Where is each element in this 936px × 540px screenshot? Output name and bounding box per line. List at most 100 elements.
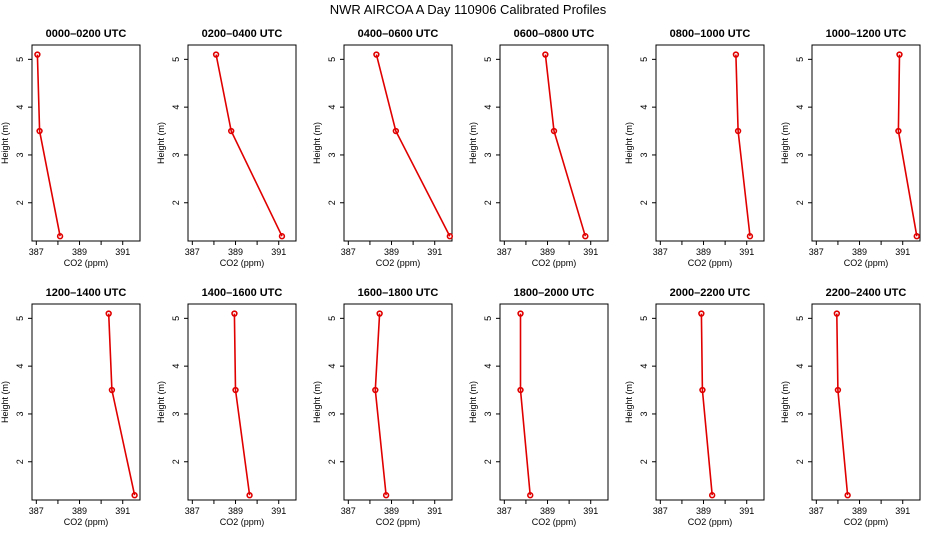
y-tick-label: 4 xyxy=(483,105,493,110)
figure-title: NWR AIRCOA A Day 110906 Calibrated Profi… xyxy=(330,2,607,17)
data-point xyxy=(844,492,851,499)
plot-frame xyxy=(811,44,921,242)
data-point xyxy=(834,386,842,394)
y-tick-label: 2 xyxy=(795,200,805,205)
y-tick-label: 5 xyxy=(171,316,181,321)
x-tick-label: 389 xyxy=(540,506,555,516)
y-tick-label: 3 xyxy=(171,411,181,416)
x-tick-label: 391 xyxy=(115,247,130,257)
y-tick-label: 2 xyxy=(171,459,181,464)
panel-title: 1800–2000 UTC xyxy=(514,287,595,299)
plot-frame xyxy=(499,303,609,501)
data-point xyxy=(527,492,534,499)
y-tick-label: 2 xyxy=(15,459,25,464)
x-axis-label: CO2 (ppm) xyxy=(64,517,109,527)
x-axis-label: CO2 (ppm) xyxy=(220,258,265,268)
profile-panel: 2000–2200 UTC 387 389 391 CO2 (ppm) 2 3 4 5 Heigh… xyxy=(624,287,765,527)
data-point xyxy=(913,233,920,240)
x-tick-label: 389 xyxy=(696,247,711,257)
x-axis-label: CO2 (ppm) xyxy=(688,258,733,268)
y-axis-label: Height (m) xyxy=(468,122,478,164)
profile-line xyxy=(107,313,136,496)
y-tick-label: 2 xyxy=(483,459,493,464)
y-tick-label: 2 xyxy=(795,459,805,464)
y-tick-label: 5 xyxy=(171,57,181,62)
y-axis-label: Height (m) xyxy=(156,122,166,164)
y-tick-label: 5 xyxy=(327,316,337,321)
panel-title: 1000–1200 UTC xyxy=(826,28,907,40)
x-tick-label: 389 xyxy=(72,506,87,516)
profile-line xyxy=(544,54,587,237)
profile-panel: 0400–0600 UTC 387 389 391 CO2 (ppm) 2 3 4 5 Heigh… xyxy=(312,28,454,268)
data-point xyxy=(746,233,754,240)
y-tick-label: 4 xyxy=(795,364,805,369)
panel-title: 1200–1400 UTC xyxy=(46,287,127,299)
y-tick-label: 3 xyxy=(795,411,805,416)
x-tick-label: 389 xyxy=(540,247,555,257)
data-point xyxy=(34,51,41,58)
profile-panel: 1400–1600 UTC 387 389 391 CO2 (ppm) 2 3 4 5 Heigh… xyxy=(156,287,297,527)
y-tick-label: 2 xyxy=(483,200,493,205)
x-tick-label: 391 xyxy=(739,247,754,257)
y-tick-label: 4 xyxy=(639,105,649,110)
profile-panel: 2200–2400 UTC 387 389 391 CO2 (ppm) 2 3 4 5 Heigh… xyxy=(780,287,921,527)
x-tick-label: 387 xyxy=(653,506,668,516)
plot-frame xyxy=(343,44,453,242)
data-point xyxy=(732,51,740,58)
panel-grid: 0000–0200 UTC 387 389 391 CO2 (ppm) 2 3 4 5 Heigh… xyxy=(0,28,921,527)
x-axis-label: CO2 (ppm) xyxy=(376,258,421,268)
x-tick-label: 391 xyxy=(895,506,910,516)
data-point xyxy=(232,386,239,394)
y-axis-label: Height (m) xyxy=(0,122,10,164)
y-tick-label: 5 xyxy=(795,57,805,62)
profile-panel: 0600–0800 UTC 387 389 391 CO2 (ppm) 2 3 4 5 Heigh… xyxy=(468,28,609,268)
data-point xyxy=(246,492,253,499)
data-point xyxy=(517,310,524,317)
y-tick-label: 4 xyxy=(15,364,25,369)
y-tick-label: 3 xyxy=(483,411,493,416)
plot-frame xyxy=(31,303,141,501)
x-tick-label: 389 xyxy=(228,247,243,257)
panel-title: 0400–0600 UTC xyxy=(358,28,439,40)
x-axis-label: CO2 (ppm) xyxy=(532,258,577,268)
y-axis-label: Height (m) xyxy=(0,381,10,423)
data-point xyxy=(372,386,379,394)
profile-line xyxy=(215,54,283,237)
y-tick-label: 4 xyxy=(327,105,337,110)
y-tick-label: 3 xyxy=(327,152,337,157)
x-tick-label: 387 xyxy=(341,506,356,516)
y-axis-label: Height (m) xyxy=(312,381,322,423)
data-point xyxy=(708,492,716,499)
panel-title: 2000–2200 UTC xyxy=(670,287,751,299)
y-tick-label: 3 xyxy=(795,152,805,157)
x-tick-label: 387 xyxy=(185,247,200,257)
y-tick-label: 4 xyxy=(171,105,181,110)
x-tick-label: 387 xyxy=(341,247,356,257)
x-axis-label: CO2 (ppm) xyxy=(532,517,577,527)
y-tick-label: 2 xyxy=(639,200,649,205)
data-point xyxy=(550,127,558,135)
data-point xyxy=(896,51,903,58)
panel-title: 0200–0400 UTC xyxy=(202,28,283,40)
profile-panel: 1000–1200 UTC 387 389 391 CO2 (ppm) 2 3 4 5 Heigh… xyxy=(780,28,921,268)
plot-frame xyxy=(655,303,765,501)
data-point xyxy=(212,51,220,58)
x-tick-label: 389 xyxy=(852,247,867,257)
data-point xyxy=(108,386,116,394)
y-axis-label: Height (m) xyxy=(312,122,322,164)
y-tick-label: 3 xyxy=(639,411,649,416)
profile-line xyxy=(735,54,751,237)
y-tick-label: 5 xyxy=(15,57,25,62)
y-tick-label: 3 xyxy=(171,152,181,157)
profile-line xyxy=(375,54,451,237)
data-point xyxy=(228,127,235,135)
x-tick-label: 391 xyxy=(895,247,910,257)
y-tick-label: 5 xyxy=(639,57,649,62)
x-axis-label: CO2 (ppm) xyxy=(64,258,109,268)
x-tick-label: 387 xyxy=(29,247,44,257)
x-tick-label: 389 xyxy=(852,506,867,516)
data-point xyxy=(542,51,549,58)
x-tick-label: 387 xyxy=(653,247,668,257)
panel-title: 1400–1600 UTC xyxy=(202,287,283,299)
plot-frame xyxy=(499,44,609,242)
